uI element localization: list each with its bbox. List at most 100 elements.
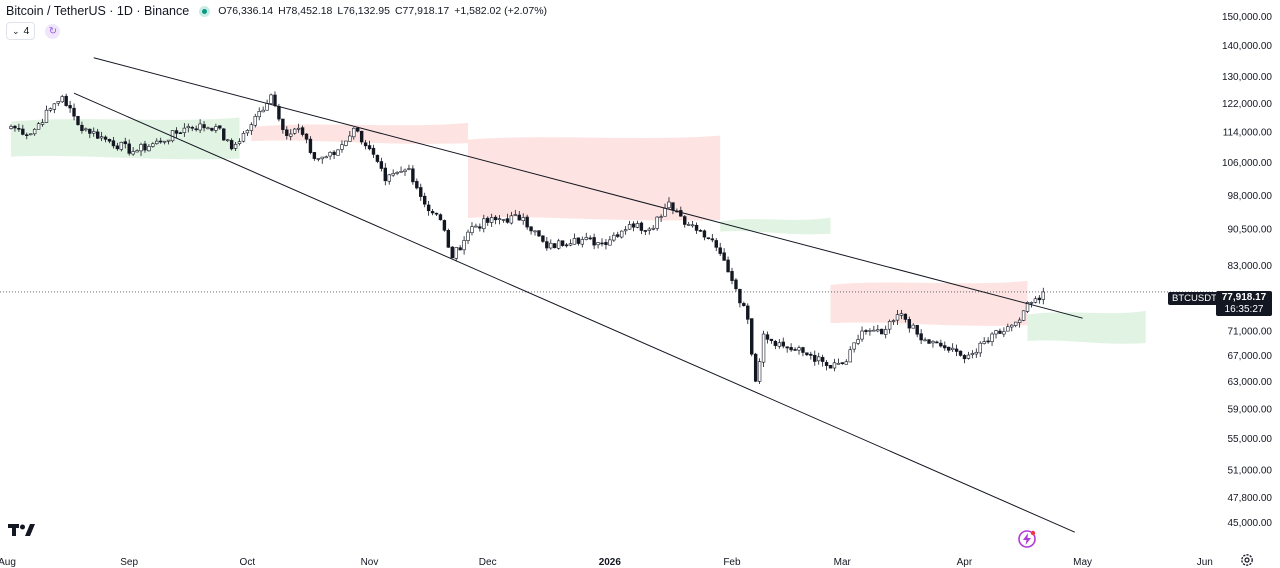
candle: [300, 125, 305, 137]
candle: [596, 242, 600, 249]
candle: [312, 151, 317, 161]
price-axis[interactable]: 150,000.00 140,000.00 130,000.00 122,000.00…: [1222, 12, 1272, 529]
candle: [363, 139, 368, 150]
candle: [757, 358, 762, 384]
candle: [509, 211, 514, 225]
candle: [580, 236, 585, 248]
candle: [600, 238, 604, 247]
candle: [218, 125, 222, 130]
candle: [710, 233, 715, 243]
chart-legend-header: Bitcoin / TetherUS · 1D · Binance O76,33…: [6, 3, 547, 19]
candle: [415, 178, 419, 190]
candle: [482, 214, 486, 233]
candle: [159, 137, 163, 144]
candle: [206, 126, 210, 130]
candle: [76, 115, 80, 126]
candle: [64, 93, 68, 107]
candle: [564, 243, 569, 248]
time-axis[interactable]: Aug Sep Oct Nov Dec 2026 Feb Mar Apr May Jun: [0, 557, 1213, 568]
candle: [537, 230, 541, 238]
candle: [643, 229, 648, 236]
candle: [560, 240, 565, 247]
candle: [214, 123, 218, 134]
candles: [9, 91, 1045, 384]
candle: [143, 140, 147, 153]
candle: [698, 229, 703, 232]
flash-icon[interactable]: [1017, 529, 1037, 549]
candle: [750, 318, 754, 357]
price-tick-label: 150,000.00: [1222, 12, 1272, 23]
candle: [348, 130, 352, 142]
candle: [1041, 287, 1045, 305]
candle: [422, 192, 427, 208]
candle: [72, 103, 76, 121]
settings-icon[interactable]: [1240, 553, 1254, 567]
candle: [513, 209, 518, 217]
candle: [44, 105, 49, 124]
candle: [383, 163, 387, 186]
candle: [820, 354, 825, 367]
candle: [816, 352, 821, 365]
candle: [174, 127, 179, 139]
candle: [832, 358, 837, 372]
tradingview-logo[interactable]: [8, 523, 36, 537]
candle: [828, 364, 833, 369]
candle: [785, 346, 789, 353]
price-tick-label: 122,000.00: [1222, 99, 1272, 110]
candle: [178, 131, 183, 134]
refresh-icon[interactable]: ↻: [45, 23, 61, 39]
cloud-segment-bullish: [720, 217, 831, 235]
candle: [915, 324, 919, 338]
collapse-indicators-button[interactable]: ⌄ 4: [6, 22, 36, 40]
trendlines[interactable]: [73, 57, 1083, 533]
candle: [809, 351, 813, 360]
candle: [868, 328, 872, 336]
candle: [966, 351, 971, 360]
cloud-segment-bearish: [468, 135, 721, 221]
candle: [856, 334, 860, 346]
candle: [36, 122, 41, 130]
candle: [883, 325, 888, 339]
candle: [229, 138, 234, 151]
candle: [332, 150, 336, 159]
candle: [962, 354, 967, 364]
trendline-2[interactable]: [73, 92, 1076, 533]
candle: [21, 124, 25, 136]
candle: [426, 201, 431, 216]
candle: [836, 358, 841, 365]
candle: [127, 139, 131, 156]
symbol-title[interactable]: Bitcoin / TetherUS · 1D · Binance: [6, 4, 190, 18]
time-tick-label: Oct: [240, 557, 256, 568]
candle: [162, 140, 167, 145]
candle: [466, 229, 470, 244]
candle: [974, 348, 979, 358]
candle: [604, 238, 608, 250]
candle: [718, 242, 722, 256]
candle: [56, 101, 60, 106]
price-tick-label: 45,000.00: [1228, 518, 1273, 529]
price-tick-label: 51,000.00: [1228, 466, 1273, 477]
candle: [588, 235, 592, 241]
price-tick-label: 63,000.00: [1228, 377, 1273, 388]
candle: [111, 136, 116, 149]
trendline-1[interactable]: [93, 57, 1083, 319]
candle: [986, 337, 990, 344]
time-tick-label: May: [1073, 557, 1092, 568]
candle: [281, 118, 285, 134]
candle: [931, 340, 935, 348]
candle: [497, 215, 502, 225]
candle: [686, 221, 691, 226]
candle: [1010, 324, 1014, 332]
candle: [411, 165, 415, 185]
candle: [344, 140, 348, 147]
candle: [493, 215, 498, 225]
candle: [324, 155, 328, 159]
candle: [419, 183, 423, 201]
candle: [430, 209, 435, 216]
candle: [147, 144, 151, 152]
candle: [529, 226, 533, 235]
candle: [261, 106, 265, 113]
candle: [135, 149, 139, 153]
candle: [123, 137, 127, 149]
